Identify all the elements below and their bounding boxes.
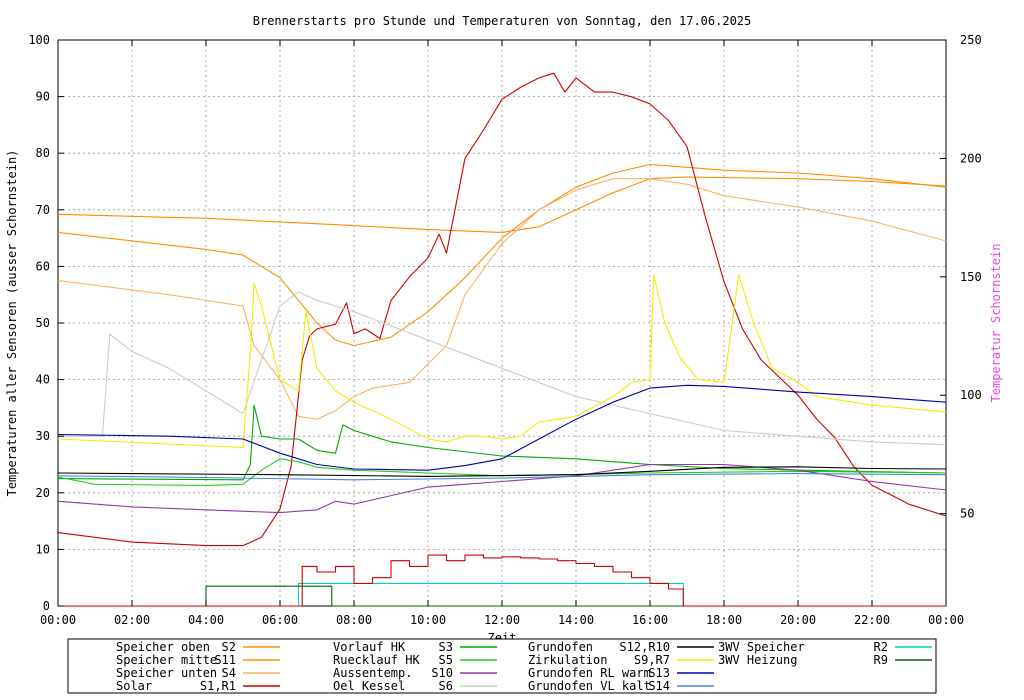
legend-item: Grundofen S12,R10 <box>528 640 714 654</box>
y2-axis-label: Temperatur Schornstein <box>989 244 1003 403</box>
x-tick-label: 16:00 <box>632 613 668 627</box>
x-tick-label: 04:00 <box>188 613 224 627</box>
series-line-10 <box>57 384 947 471</box>
legend-label: Oel Kessel <box>333 679 405 693</box>
y-tick-label: 70 <box>36 203 50 217</box>
series-line-7 <box>58 291 947 446</box>
series-line-14 <box>58 554 946 607</box>
legend-sensor: R2 <box>874 640 888 654</box>
legend-sensor: S11 <box>214 653 236 667</box>
legend-label: Speicher oben <box>116 640 210 654</box>
series-lines <box>57 72 947 607</box>
legend-label: Zirkulation <box>528 653 607 667</box>
legend-label: Speicher unten <box>116 666 217 680</box>
y-tick-label: 60 <box>36 259 50 273</box>
legend-label: Vorlauf HK <box>333 640 406 654</box>
grid-lines <box>58 40 946 606</box>
series-line-5 <box>57 458 947 486</box>
series-line-1 <box>57 163 947 347</box>
x-tick-label: 12:00 <box>484 613 520 627</box>
y-tick-label: 50 <box>36 316 50 330</box>
y-tick-label: 10 <box>36 542 50 556</box>
legend-item: Speicher unten S4 <box>116 666 280 680</box>
x-tick-label: 20:00 <box>780 613 816 627</box>
legend-label: Solar <box>116 679 152 693</box>
series-line-8 <box>57 466 947 477</box>
legend-sensor: S9,R7 <box>634 653 670 667</box>
x-tick-label: 00:00 <box>40 613 76 627</box>
x-tick-label: 00:00 <box>928 613 964 627</box>
legend-sensor: S12,R10 <box>619 640 670 654</box>
chart-title: Brennerstarts pro Stunde und Temperature… <box>253 14 752 28</box>
legend-item: 3WV Heizung R9 <box>718 653 932 667</box>
legend-item: Vorlauf HK S3 <box>333 640 497 654</box>
y2-tick-label: 50 <box>960 507 974 521</box>
legend-item: Zirkulation S9,R7 <box>528 653 714 667</box>
legend-item: 3WV Speicher R2 <box>718 640 932 654</box>
y-tick-label: 0 <box>43 599 50 613</box>
x-tick-label: 22:00 <box>854 613 890 627</box>
legend-sensor: S2 <box>222 640 236 654</box>
legend-sensor: S1,R1 <box>200 679 236 693</box>
legend-sensor: S3 <box>439 640 453 654</box>
y2-tick-label: 200 <box>960 151 982 165</box>
legend-label: Ruecklauf HK <box>333 653 420 667</box>
series-line-0 <box>57 176 947 233</box>
x-tick-label: 06:00 <box>262 613 298 627</box>
legend-sensor: S6 <box>439 679 453 693</box>
series-line-3 <box>57 72 947 547</box>
legend-item: Oel Kessel S6 <box>333 679 497 693</box>
legend-sensor: S14 <box>648 679 670 693</box>
x-tick-label: 14:00 <box>558 613 594 627</box>
legend-label: Aussentemp. <box>333 666 412 680</box>
x-tick-label: 10:00 <box>410 613 446 627</box>
legend-box <box>67 638 937 694</box>
series-line-9 <box>57 274 947 449</box>
legend-label: Speicher mitte <box>116 653 217 667</box>
legend-item: Aussentemp. S10 <box>333 666 497 680</box>
y-tick-label: 80 <box>36 146 50 160</box>
legend-item: Speicher oben S2 <box>116 640 280 654</box>
y2-tick-label: 250 <box>960 33 982 47</box>
y-tick-label: 30 <box>36 429 50 443</box>
legend-sensor: R9 <box>874 653 888 667</box>
y-tick-label: 100 <box>28 33 50 47</box>
x-tick-label: 18:00 <box>706 613 742 627</box>
y-tick-label: 20 <box>36 486 50 500</box>
series-line-2 <box>57 178 947 420</box>
axis-ticks: 00:00 02:00 04:00 06:00 08:00 10:00 12:00 14:00… <box>28 33 981 627</box>
legend-label: Grundofen RL warm <box>528 666 651 680</box>
legend-label: Grundofen <box>528 640 593 654</box>
legend-item: Ruecklauf HK S5 <box>333 653 497 667</box>
y2-tick-label: 100 <box>960 388 982 402</box>
legend-sensor: S4 <box>222 666 236 680</box>
y-axis-label: Temperaturen aller Sensoren (ausser Scho… <box>5 150 19 497</box>
legend-sensor: S13 <box>648 666 670 680</box>
x-tick-label: 02:00 <box>114 613 150 627</box>
y-tick-label: 40 <box>36 373 50 387</box>
series-line-11 <box>57 473 947 481</box>
legend-label: Grundofen VL kalt <box>528 679 651 693</box>
y-tick-label: 90 <box>36 90 50 104</box>
y2-tick-label: 150 <box>960 270 982 284</box>
series-line-6 <box>57 463 947 514</box>
legend-item: Solar S1,R1 <box>116 679 280 693</box>
legend-label: 3WV Heizung <box>718 653 797 667</box>
legend-sensor: S5 <box>439 653 453 667</box>
x-tick-label: 08:00 <box>336 613 372 627</box>
legend-label: 3WV Speicher <box>718 640 805 654</box>
legend-sensor: S10 <box>431 666 453 680</box>
